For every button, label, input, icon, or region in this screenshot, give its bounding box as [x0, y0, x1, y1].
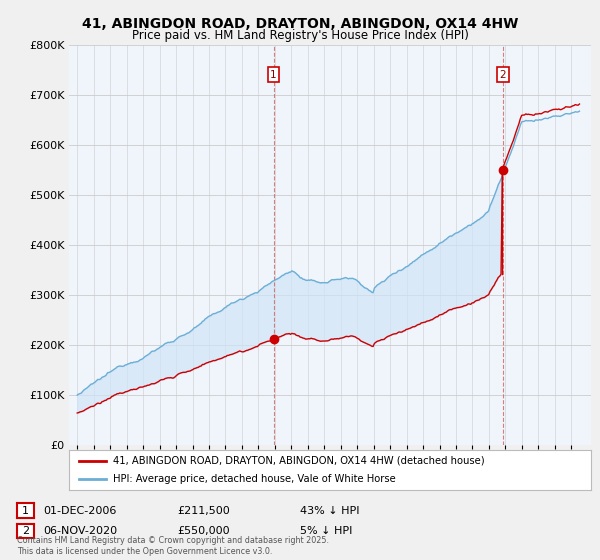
Text: 1: 1: [22, 506, 29, 516]
Text: 43% ↓ HPI: 43% ↓ HPI: [300, 506, 359, 516]
Text: 2: 2: [22, 526, 29, 536]
Text: £550,000: £550,000: [177, 526, 230, 536]
Text: 5% ↓ HPI: 5% ↓ HPI: [300, 526, 352, 536]
Text: 01-DEC-2006: 01-DEC-2006: [43, 506, 116, 516]
Text: £211,500: £211,500: [177, 506, 230, 516]
Text: Price paid vs. HM Land Registry's House Price Index (HPI): Price paid vs. HM Land Registry's House …: [131, 29, 469, 42]
Text: Contains HM Land Registry data © Crown copyright and database right 2025.
This d: Contains HM Land Registry data © Crown c…: [17, 536, 329, 556]
Text: 41, ABINGDON ROAD, DRAYTON, ABINGDON, OX14 4HW: 41, ABINGDON ROAD, DRAYTON, ABINGDON, OX…: [82, 17, 518, 31]
Text: 1: 1: [270, 70, 277, 80]
Text: HPI: Average price, detached house, Vale of White Horse: HPI: Average price, detached house, Vale…: [113, 474, 396, 484]
Text: 2: 2: [500, 70, 506, 80]
Text: 06-NOV-2020: 06-NOV-2020: [43, 526, 118, 536]
Text: 41, ABINGDON ROAD, DRAYTON, ABINGDON, OX14 4HW (detached house): 41, ABINGDON ROAD, DRAYTON, ABINGDON, OX…: [113, 456, 485, 465]
